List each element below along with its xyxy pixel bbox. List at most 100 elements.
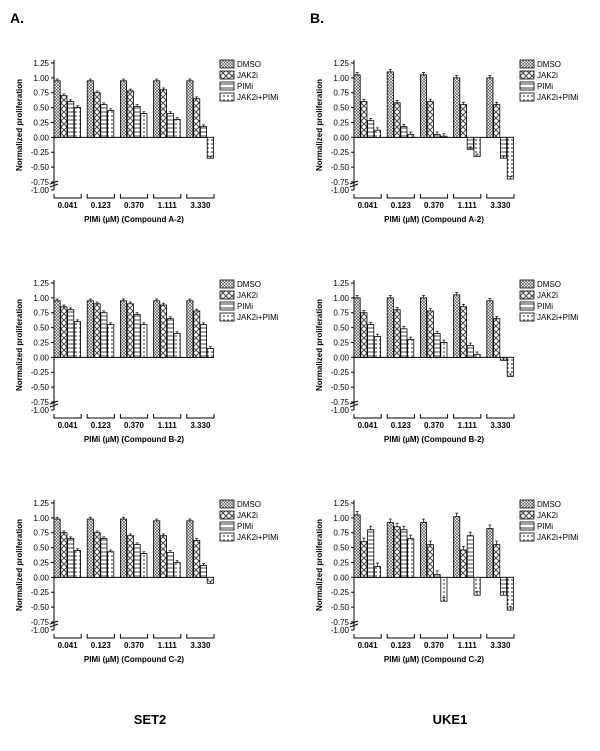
svg-text:PIMi (µM) (Compound B-2): PIMi (µM) (Compound B-2) [384,435,484,444]
bar [174,562,180,577]
bar [374,337,380,358]
bar [420,75,426,137]
bar [160,536,166,578]
chart-B2: -1.00-0.75-0.50-0.250.000.250.500.751.00… [310,266,590,466]
bar [507,357,513,376]
svg-text:0.041: 0.041 [58,421,79,430]
bar [387,523,393,578]
svg-text:-0.75: -0.75 [31,618,50,627]
bar [187,81,193,138]
bar [374,130,380,137]
svg-text:0.00: 0.00 [33,353,49,362]
bar [74,108,80,138]
bar [141,554,147,578]
bar [108,111,114,138]
svg-text:PIMi (µM) (Compound A-2): PIMi (µM) (Compound A-2) [84,215,184,224]
legend-label: JAK2i [237,71,258,80]
legend-swatch [520,93,534,101]
bar [460,550,466,577]
svg-text:0.50: 0.50 [333,544,349,553]
bar [494,545,500,578]
svg-text:0.50: 0.50 [33,104,49,113]
svg-text:1.00: 1.00 [333,294,349,303]
bar [207,348,213,357]
legend-label: DMSO [537,500,561,509]
svg-text:Normalized proliferation: Normalized proliferation [15,519,24,611]
column-label-b: UKE1 [310,712,590,727]
bar [187,301,193,358]
bar [108,552,114,578]
bar [401,329,407,358]
svg-text:0.25: 0.25 [33,338,49,347]
legend-swatch [520,500,534,508]
svg-text:-0.50: -0.50 [31,163,50,172]
bar [361,102,367,138]
bar [54,81,60,138]
bar [394,527,400,578]
svg-text:0.370: 0.370 [424,641,445,650]
bar [361,542,367,578]
bar [94,93,100,138]
bar [354,298,360,358]
svg-text:PIMi (µM) (Compound A-2): PIMi (µM) (Compound A-2) [384,215,484,224]
bar [87,519,93,577]
bar [487,78,493,138]
svg-text:0.041: 0.041 [58,641,79,650]
svg-text:PIMi (µM) (Compound C-2): PIMi (µM) (Compound C-2) [384,655,484,664]
legend-label: JAK2i [537,511,558,520]
bar [134,106,140,137]
bar [507,577,513,610]
legend-label: JAK2i+PIMi [537,313,579,322]
bar [368,530,374,578]
legend-label: JAK2i [237,291,258,300]
legend-swatch [520,313,534,321]
chart-B3: -1.00-0.75-0.50-0.250.000.250.500.751.00… [310,486,590,686]
legend-swatch [520,511,534,519]
legend-label: JAK2i+PIMi [537,533,579,542]
svg-text:1.00: 1.00 [33,74,49,83]
svg-text:1.111: 1.111 [158,201,178,210]
svg-text:3.330: 3.330 [490,201,511,210]
svg-text:-1.00: -1.00 [31,626,50,635]
bar [200,565,206,577]
bar [460,307,466,358]
legend-label: JAK2i+PIMi [237,313,279,322]
chart-A2: -1.00-0.75-0.50-0.250.000.250.500.751.00… [10,266,290,466]
svg-text:0.00: 0.00 [333,573,349,582]
column-label-a: SET2 [10,712,290,727]
svg-text:-0.25: -0.25 [31,368,50,377]
svg-text:0.75: 0.75 [33,89,49,98]
panel-label-a: A. [10,10,290,26]
bar [487,301,493,358]
bar [94,304,100,358]
svg-text:1.00: 1.00 [33,514,49,523]
bar [434,574,440,577]
bar [154,521,160,578]
legend-label: DMSO [237,280,261,289]
svg-text:0.25: 0.25 [33,118,49,127]
svg-text:-0.50: -0.50 [331,163,350,172]
legend-label: JAK2i+PIMi [237,93,279,102]
svg-text:0.123: 0.123 [391,421,412,430]
svg-text:-0.25: -0.25 [331,148,350,157]
bar [101,313,107,358]
bar [427,102,433,138]
svg-text:0.00: 0.00 [33,133,49,142]
legend-swatch [220,93,234,101]
bar [120,519,126,577]
bar [354,515,360,577]
svg-text:-0.25: -0.25 [31,148,50,157]
bar [127,304,133,358]
bar [194,540,200,577]
svg-text:0.00: 0.00 [33,573,49,582]
legend-swatch [220,522,234,530]
bar [394,310,400,358]
svg-text:-0.75: -0.75 [331,618,350,627]
legend-label: PIMi [237,302,253,311]
bar [434,334,440,358]
svg-text:3.330: 3.330 [190,641,211,650]
svg-text:-1.00: -1.00 [31,406,50,415]
bar [427,545,433,578]
bar [401,127,407,138]
svg-text:0.041: 0.041 [358,201,379,210]
